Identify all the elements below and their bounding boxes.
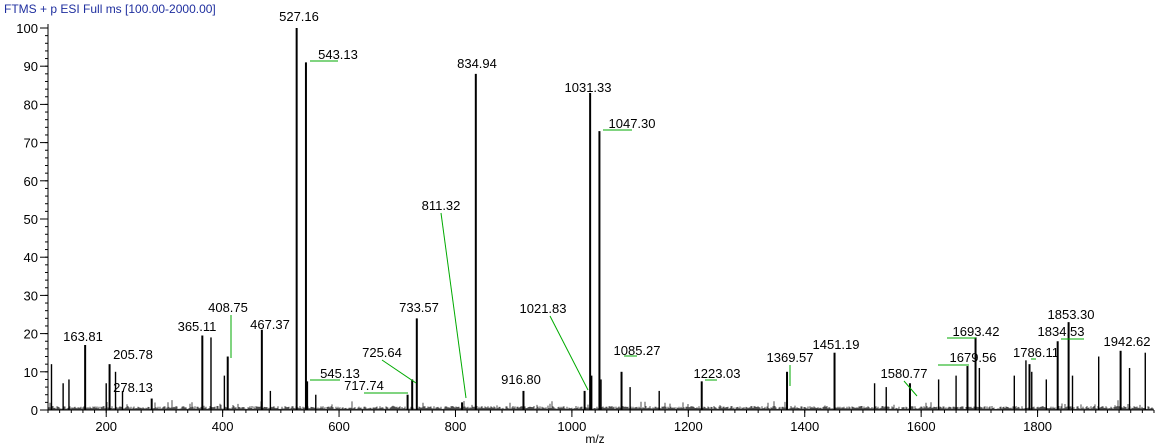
peak-label-1021.83: 1021.83: [520, 301, 567, 316]
y-tick-label-80: 80: [24, 97, 38, 112]
peak-label-527.16: 527.16: [279, 9, 319, 24]
peak-label-1580.77: 1580.77: [881, 366, 928, 381]
peak-label-834.94: 834.94: [457, 56, 497, 71]
y-tick-label-0: 0: [31, 403, 38, 418]
x-tick-label-1400: 1400: [790, 419, 819, 434]
peak-label-1834.53: 1834.53: [1038, 324, 1085, 339]
x-tick-label-1600: 1600: [907, 419, 936, 434]
peaks-group: [50, 28, 1146, 410]
peak-label-1679.56: 1679.56: [950, 350, 997, 365]
peak-label-1085.27: 1085.27: [614, 343, 661, 358]
peak-label-1693.42: 1693.42: [953, 324, 1000, 339]
y-tick-label-70: 70: [24, 136, 38, 151]
peak-label-733.57: 733.57: [399, 300, 439, 315]
leader-line-725.64: [381, 359, 417, 384]
x-tick-label-400: 400: [212, 419, 234, 434]
leader-line-1580.77: [903, 380, 918, 397]
peak-label-717.74: 717.74: [344, 378, 384, 393]
x-tick-label-800: 800: [445, 419, 467, 434]
y-tick-label-50: 50: [24, 212, 38, 227]
x-tick-label-200: 200: [95, 419, 117, 434]
y-tick-label-100: 100: [16, 21, 38, 36]
leader-lines-group: [230, 60, 1084, 399]
axes-group: 0 10 20 30 40 50 60 70 80 90 100 200 400 600 800 1000 12…: [16, 21, 1155, 434]
peak-label-1369.57: 1369.57: [767, 350, 814, 365]
peak-label-365.11: 365.11: [178, 319, 217, 334]
x-tick-label-1800: 1800: [1023, 419, 1052, 434]
y-tick-label-30: 30: [24, 288, 38, 303]
peak-label-1223.03: 1223.03: [694, 366, 741, 381]
peak-label-1786.11: 1786.11: [1013, 345, 1059, 360]
x-axis-title: m/z: [585, 432, 604, 446]
peak-label-1031.33: 1031.33: [565, 80, 612, 95]
peak-label-543.13: 543.13: [318, 47, 358, 62]
peak-label-725.64: 725.64: [362, 345, 402, 360]
y-tick-label-90: 90: [24, 59, 38, 74]
y-tick-label-40: 40: [24, 250, 38, 265]
peak-label-811.32: 811.32: [422, 198, 461, 213]
peak-label-408.75: 408.75: [208, 300, 248, 315]
peak-label-1942.62: 1942.62: [1104, 334, 1151, 349]
x-tick-label-1200: 1200: [674, 419, 703, 434]
peak-label-278.13: 278.13: [113, 380, 153, 395]
peak-label-545.13: 545.13: [320, 366, 360, 381]
y-tick-label-60: 60: [24, 174, 38, 189]
peak-label-1853.30: 1853.30: [1048, 307, 1095, 322]
peak-label-1047.30: 1047.30: [609, 116, 656, 131]
leader-line-811.32: [440, 212, 467, 399]
chart-title: FTMS + p ESI Full ms [100.00-2000.00]: [4, 2, 216, 16]
y-tick-label-20: 20: [24, 327, 38, 342]
peak-label-1451.19: 1451.19: [813, 337, 860, 352]
peak-label-916.80: 916.80: [501, 372, 541, 387]
leader-line-1021.83: [549, 315, 589, 391]
x-tick-label-1000: 1000: [557, 419, 586, 434]
x-tick-label-600: 600: [328, 419, 350, 434]
peak-label-205.78: 205.78: [113, 347, 153, 362]
y-tick-label-10: 10: [24, 365, 38, 380]
peak-label-467.37: 467.37: [250, 317, 290, 332]
peak-label-163.81: 163.81: [63, 329, 103, 344]
